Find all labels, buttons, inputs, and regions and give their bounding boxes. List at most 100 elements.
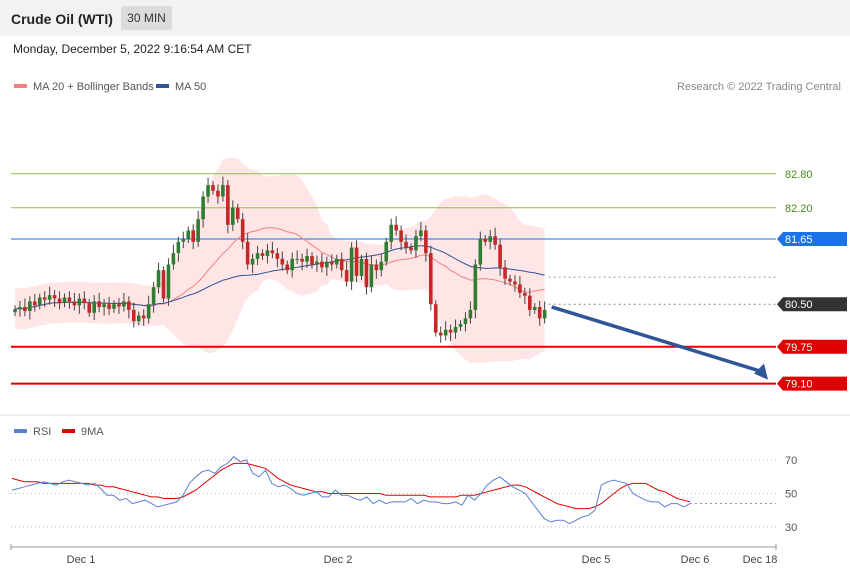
- rsi-9ma-line: [11, 462, 691, 510]
- level-tag-79.75: [777, 339, 847, 354]
- candle-body-99: [503, 267, 507, 279]
- candle-body-46: [240, 219, 245, 242]
- candle-body-1: [18, 307, 22, 310]
- candle-body-13: [77, 298, 82, 306]
- candle-body-72: [369, 264, 374, 288]
- candle-body-84: [429, 253, 433, 305]
- candle-body-44: [231, 207, 235, 225]
- rsi-legend-swatch-0: [14, 429, 27, 433]
- candle-body-28: [151, 287, 156, 305]
- candle-body-50: [260, 253, 265, 257]
- candle-body-18: [102, 304, 106, 308]
- rsi-legend-label-0: RSI: [33, 426, 51, 438]
- candle-body-35: [186, 230, 191, 239]
- candle-body-79: [404, 241, 408, 248]
- candle-body-27: [146, 304, 151, 319]
- timeframe-badge[interactable]: 30 MIN: [121, 6, 172, 30]
- candle-body-100: [508, 278, 512, 282]
- candle-body-12: [72, 301, 77, 306]
- candle-body-11: [67, 297, 72, 302]
- candle-body-87: [443, 329, 448, 336]
- legend-label-1: MA 50: [175, 81, 206, 93]
- legend-swatch-0: [14, 84, 27, 88]
- forecast-arrow-head: [754, 363, 768, 380]
- candle-body-76: [389, 224, 393, 242]
- candle-body-107: [542, 309, 547, 319]
- panel-separator: [0, 414, 850, 416]
- candle-body-4: [33, 301, 37, 306]
- candle-body-81: [414, 236, 418, 251]
- candle-body-48: [250, 258, 255, 265]
- candle-body-42: [221, 185, 225, 197]
- level-label-81.65: 81.65: [785, 234, 813, 246]
- candle-body-8: [52, 295, 57, 299]
- candle-body-95: [483, 238, 488, 242]
- candle-body-86: [438, 332, 443, 336]
- candle-body-32: [171, 253, 176, 265]
- level-label-80.50: 80.50: [785, 299, 813, 311]
- candle-body-33: [176, 241, 181, 254]
- level-label-79.10: 79.10: [785, 379, 813, 391]
- copyright-credit: Research © 2022 Trading Central: [677, 81, 841, 93]
- rsi-legend-swatch-1: [62, 429, 75, 433]
- candle-body-26: [141, 315, 146, 319]
- x-tick-label-4: Dec 18: [743, 554, 778, 566]
- candle-body-22: [122, 301, 126, 307]
- candle-body-67: [344, 270, 349, 282]
- candle-body-70: [359, 258, 364, 276]
- candle-body-60: [310, 256, 314, 265]
- candle-body-61: [315, 261, 319, 265]
- candle-body-75: [384, 241, 389, 262]
- level-tag-81.65: [777, 231, 847, 246]
- candle-body-47: [245, 241, 250, 265]
- candle-body-38: [201, 196, 205, 220]
- timestamp: Monday, December 5, 2022 9:16:54 AM CET: [13, 42, 252, 56]
- candle-body-9: [57, 298, 62, 304]
- level-label-82.20: 82.20: [785, 203, 813, 215]
- candle-body-64: [330, 261, 334, 265]
- candle-body-40: [211, 185, 215, 191]
- candle-body-19: [107, 304, 111, 309]
- x-tick-label-0: Dec 1: [67, 554, 96, 566]
- candle-body-55: [285, 264, 290, 271]
- candle-body-31: [166, 264, 171, 299]
- candle-body-63: [325, 261, 329, 268]
- candle-body-102: [518, 284, 522, 293]
- candle-body-20: [112, 304, 116, 309]
- level-tag-80.50: [777, 297, 847, 312]
- candle-body-45: [235, 207, 240, 220]
- candle-body-53: [275, 253, 280, 259]
- candle-body-54: [280, 258, 285, 265]
- candle-body-6: [42, 297, 47, 300]
- candle-body-92: [468, 309, 473, 319]
- bollinger-band: [15, 157, 545, 363]
- rsi-tick-70: 70: [785, 455, 797, 467]
- candle-body-14: [82, 298, 87, 304]
- candle-body-43: [226, 185, 230, 225]
- candle-body-98: [498, 244, 502, 268]
- candle-body-21: [117, 304, 121, 307]
- candle-body-16: [92, 301, 96, 313]
- candle-body-62: [320, 261, 324, 268]
- candle-body-10: [62, 297, 67, 304]
- candle-body-66: [339, 258, 344, 271]
- candle-body-77: [394, 224, 398, 231]
- legend-swatch-1: [156, 84, 169, 88]
- candle-body-105: [532, 307, 537, 310]
- candle-body-85: [433, 304, 438, 333]
- candle-body-49: [255, 253, 260, 259]
- candle-body-82: [419, 230, 423, 237]
- x-tick-label-1: Dec 2: [324, 554, 353, 566]
- candle-body-69: [354, 247, 359, 276]
- candle-body-96: [488, 236, 492, 242]
- candle-body-51: [265, 250, 270, 257]
- legend-label-0: MA 20 + Bollinger Bands: [33, 81, 154, 93]
- candle-body-25: [136, 315, 141, 322]
- header-bar: Crude Oil (WTI) 30 MIN: [0, 0, 850, 36]
- candle-body-57: [295, 258, 299, 260]
- candle-body-15: [87, 303, 92, 313]
- candle-body-101: [513, 281, 517, 285]
- instrument-title: Crude Oil (WTI): [11, 11, 113, 27]
- candle-body-34: [181, 238, 186, 242]
- x-tick-label-2: Dec 5: [582, 554, 611, 566]
